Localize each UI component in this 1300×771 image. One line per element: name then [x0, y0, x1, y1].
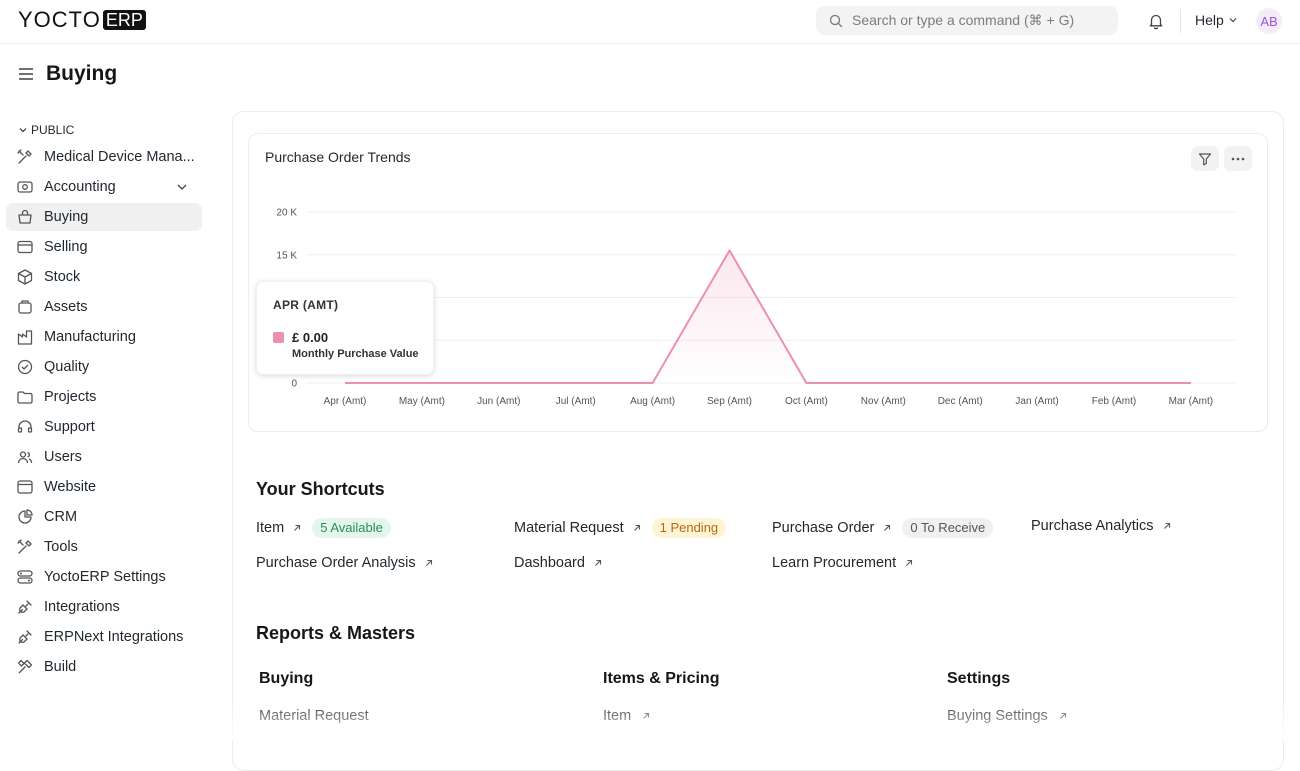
reports-heading: Reports & Masters [256, 623, 415, 644]
report-link-material-request[interactable]: Material Request [259, 708, 369, 724]
shortcut-purchase-order-analysis[interactable]: Purchase Order Analysis [256, 555, 434, 571]
y-tick-label: 20 K [276, 208, 297, 219]
arrow-up-right-icon [904, 558, 914, 568]
tooltip-value: £ 0.00 [292, 330, 328, 345]
arrow-up-right-icon [1162, 521, 1172, 531]
report-link-label: Material Request [259, 708, 369, 724]
tooltip-series-name: Monthly Purchase Value [292, 348, 419, 360]
shortcut-count-badge: 1 Pending [652, 518, 727, 538]
report-link-buying-settings[interactable]: Buying Settings [947, 708, 1068, 724]
tooltip-title: APR (AMT) [273, 298, 338, 312]
x-tick-label: Aug (Amt) [630, 396, 675, 407]
chart-tooltip: APR (AMT) £ 0.00 Monthly Purchase Value [256, 281, 434, 375]
shortcut-purchase-analytics[interactable]: Purchase Analytics [1031, 518, 1172, 534]
y-tick-label: 0 [291, 379, 297, 390]
report-link-label: Buying Settings [947, 708, 1048, 724]
report-column-heading: Items & Pricing [603, 670, 719, 688]
tooltip-series-swatch [273, 332, 284, 343]
x-tick-label: Jun (Amt) [477, 396, 520, 407]
x-tick-label: Feb (Amt) [1092, 396, 1136, 407]
x-tick-label: Mar (Amt) [1169, 396, 1213, 407]
shortcut-label: Learn Procurement [772, 555, 896, 571]
x-tick-label: Jul (Amt) [556, 396, 596, 407]
x-tick-label: Dec (Amt) [938, 396, 983, 407]
report-column-heading: Settings [947, 670, 1010, 688]
x-tick-label: Sep (Amt) [707, 396, 752, 407]
shortcut-material-request[interactable]: Material Request 1 Pending [514, 518, 726, 538]
x-tick-label: May (Amt) [399, 396, 445, 407]
shortcut-learn-procurement[interactable]: Learn Procurement [772, 555, 914, 571]
shortcut-count-badge: 0 To Receive [902, 518, 993, 538]
shortcut-label: Purchase Order [772, 520, 874, 536]
y-tick-label: 15 K [276, 250, 297, 261]
report-link-item[interactable]: Item [603, 708, 651, 724]
shortcuts-heading: Your Shortcuts [256, 479, 385, 500]
shortcut-label: Dashboard [514, 555, 585, 571]
report-link-label: Item [603, 708, 631, 724]
arrow-up-right-icon [882, 523, 892, 533]
arrow-up-right-icon [424, 558, 434, 568]
arrow-up-right-icon [1058, 711, 1068, 721]
arrow-up-right-icon [632, 523, 642, 533]
shortcut-purchase-order[interactable]: Purchase Order 0 To Receive [772, 518, 993, 538]
x-tick-label: Oct (Amt) [785, 396, 828, 407]
shortcut-count-badge: 5 Available [312, 518, 391, 538]
x-tick-label: Apr (Amt) [324, 396, 367, 407]
x-tick-label: Nov (Amt) [861, 396, 906, 407]
arrow-up-right-icon [292, 523, 302, 533]
shortcut-label: Purchase Order Analysis [256, 555, 416, 571]
shortcut-item[interactable]: Item 5 Available [256, 518, 391, 538]
x-tick-label: Jan (Amt) [1015, 396, 1058, 407]
shortcut-label: Item [256, 520, 284, 536]
shortcut-dashboard[interactable]: Dashboard [514, 555, 603, 571]
shortcut-label: Material Request [514, 520, 624, 536]
arrow-up-right-icon [593, 558, 603, 568]
arrow-up-right-icon [641, 711, 651, 721]
shortcut-label: Purchase Analytics [1031, 518, 1154, 534]
report-column-heading: Buying [259, 670, 313, 688]
